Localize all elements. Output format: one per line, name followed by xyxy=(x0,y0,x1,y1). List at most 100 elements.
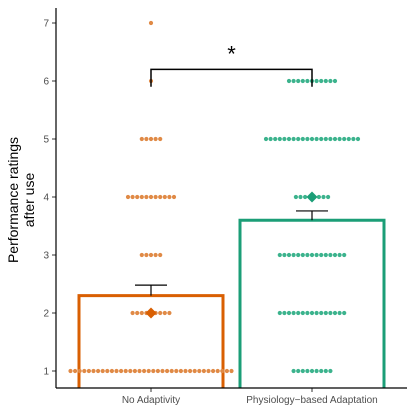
data-point xyxy=(151,368,156,374)
data-point xyxy=(314,368,319,374)
data-point xyxy=(282,136,287,142)
data-point xyxy=(323,310,328,316)
axes-layer xyxy=(55,8,407,389)
data-point xyxy=(162,194,167,200)
data-point xyxy=(296,368,301,374)
data-point xyxy=(158,310,163,316)
data-point xyxy=(220,368,225,374)
data-point xyxy=(328,310,333,316)
data-point xyxy=(183,368,188,374)
data-point xyxy=(291,136,296,142)
data-point xyxy=(319,368,324,374)
data-point xyxy=(263,136,269,142)
data-point xyxy=(296,78,301,84)
data-point xyxy=(332,136,338,142)
data-point xyxy=(319,310,324,316)
data-point xyxy=(148,252,154,258)
data-point xyxy=(132,368,137,374)
data-point xyxy=(342,252,347,258)
data-point xyxy=(314,252,319,258)
data-point xyxy=(319,252,324,258)
data-point xyxy=(314,310,319,316)
data-point xyxy=(135,194,140,200)
data-point xyxy=(268,136,273,142)
data-point xyxy=(314,78,319,84)
data-point xyxy=(328,78,333,84)
data-point xyxy=(158,252,163,258)
data-point xyxy=(291,368,296,374)
data-point xyxy=(351,136,356,142)
data-point xyxy=(130,194,135,200)
data-point xyxy=(142,368,147,374)
data-point xyxy=(332,310,338,316)
data-point xyxy=(201,368,206,374)
data-point xyxy=(300,310,305,316)
data-point xyxy=(215,368,220,374)
data-point xyxy=(167,310,172,316)
x-tick-label: Physiology−based Adaptation xyxy=(246,395,378,406)
data-point xyxy=(114,368,119,374)
data-point xyxy=(355,136,361,142)
data-point xyxy=(174,368,179,374)
data-point xyxy=(332,78,338,84)
data-point xyxy=(296,252,301,258)
data-point xyxy=(109,368,114,374)
data-point xyxy=(286,310,292,316)
data-point xyxy=(298,194,303,200)
y-tick-label: 2 xyxy=(43,309,49,320)
data-point xyxy=(169,368,174,374)
data-point xyxy=(305,252,310,258)
data-point xyxy=(282,252,287,258)
data-point xyxy=(105,368,110,374)
data-point xyxy=(346,136,351,142)
data-point xyxy=(316,194,321,200)
data-point xyxy=(160,368,165,374)
data-point xyxy=(171,194,177,200)
data-point xyxy=(305,136,310,142)
data-point xyxy=(139,194,144,200)
data-point xyxy=(123,368,128,374)
y-tick-label: 4 xyxy=(43,193,49,204)
data-point xyxy=(155,368,160,374)
data-point xyxy=(305,368,310,374)
data-point xyxy=(192,368,197,374)
data-point xyxy=(137,368,142,374)
data-point xyxy=(100,368,105,374)
mean-marker xyxy=(306,191,318,203)
data-point xyxy=(139,310,144,316)
data-point xyxy=(300,78,305,84)
data-point xyxy=(96,368,101,374)
data-point xyxy=(309,136,315,142)
y-axis-title: Performance ratings after use xyxy=(5,137,37,263)
significance-layer: * xyxy=(150,41,313,87)
data-point xyxy=(139,136,144,142)
data-point xyxy=(293,194,298,200)
data-point xyxy=(321,194,326,200)
data-point xyxy=(73,368,78,374)
data-point xyxy=(224,368,229,374)
data-point xyxy=(291,78,296,84)
data-point xyxy=(309,310,315,316)
data-point xyxy=(291,310,296,316)
data-point xyxy=(277,310,282,316)
data-point xyxy=(125,194,131,200)
data-point xyxy=(305,310,310,316)
data-point xyxy=(148,194,154,200)
data-point xyxy=(328,252,333,258)
data-point xyxy=(162,310,167,316)
data-point xyxy=(337,310,342,316)
data-point xyxy=(286,136,292,142)
y-tick-label: 6 xyxy=(43,77,49,88)
data-point xyxy=(300,368,305,374)
data-point xyxy=(323,78,328,84)
data-point xyxy=(77,368,82,374)
data-point xyxy=(332,252,338,258)
data-point xyxy=(148,136,154,142)
data-point xyxy=(188,368,193,374)
y-axis-ticks: 1 2 3 4 5 6 7 xyxy=(43,19,56,378)
data-point xyxy=(337,252,342,258)
data-point xyxy=(144,194,149,200)
y-tick-label: 3 xyxy=(43,251,49,262)
